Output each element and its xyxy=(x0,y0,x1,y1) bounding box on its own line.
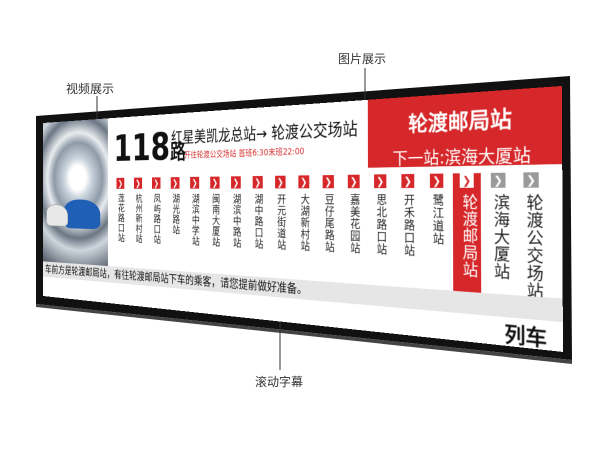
stop-arrow: ❯ xyxy=(322,175,334,189)
stop: ❯ 鹭江道站 xyxy=(423,173,450,296)
stop-name: 莲花路口站 xyxy=(116,193,125,243)
stop-name: 湖滨中路站 xyxy=(231,193,241,249)
stop-arrow: ❯ xyxy=(298,175,310,189)
stop-arrow: ❯ xyxy=(275,175,286,189)
stop: ❯ 开禾路口站 xyxy=(395,173,421,294)
stop-name: 杭州新村站 xyxy=(133,193,143,244)
stop: ❯ 轮渡邮局站 xyxy=(452,173,482,299)
stop-name: 湖滨中学站 xyxy=(190,193,200,247)
route-info: 开往轮渡公交场站 首班6:30末班22:00 xyxy=(184,146,305,161)
stop-name: 思北路口站 xyxy=(374,193,387,256)
stop: ❯ 大湖新村站 xyxy=(293,175,315,286)
stop-arrow: ❯ xyxy=(429,173,444,188)
stop-arrow: ❯ xyxy=(523,172,539,188)
car-image xyxy=(63,199,101,230)
stop-arrow: ❯ xyxy=(401,173,415,189)
stop-name: 开禾路口站 xyxy=(401,193,415,258)
annotation: 视频展示 xyxy=(66,82,115,96)
stop: ❯ 湖中路口站 xyxy=(248,175,268,283)
stop-name: 豆仔尾路站 xyxy=(322,193,335,254)
stop: ❯ 湖滨中路站 xyxy=(226,176,246,281)
stop-arrow: ❯ xyxy=(116,177,125,189)
stop: ❯ 思北路口站 xyxy=(368,174,393,292)
stop-arrow: ❯ xyxy=(252,175,263,189)
stop-name: 滨海大厦站 xyxy=(490,193,510,281)
stop: ❯ 杭州新村站 xyxy=(130,177,146,274)
stop-arrow: ❯ xyxy=(133,177,143,189)
stop-name: 鹭江道站 xyxy=(429,193,444,246)
stop: ❯ 闽南大厦站 xyxy=(206,176,225,279)
stop: ❯ 凤屿路口站 xyxy=(148,177,165,274)
route-number-text: 118 xyxy=(113,124,171,170)
stop-name: 凤屿路口站 xyxy=(152,193,161,245)
stop-name: 闽南大厦站 xyxy=(210,193,220,248)
next-stop: 下一站:滨海大厦站 xyxy=(392,144,532,169)
video-panel xyxy=(42,118,108,267)
stop-name: 轮渡邮局站 xyxy=(459,193,478,279)
stop-arrow: ❯ xyxy=(231,176,241,189)
stop: ❯ 湖滨中学站 xyxy=(186,176,204,278)
stop: ❯ 嘉美花园站 xyxy=(342,174,366,290)
car-image xyxy=(46,204,68,227)
stop: ❯ 豆仔尾路站 xyxy=(317,175,340,288)
stop: ❯ 湖光路站 xyxy=(166,177,184,276)
stop-arrow: ❯ xyxy=(210,176,220,189)
stop: ❯ 莲花路口站 xyxy=(113,177,129,272)
bezel-edge xyxy=(36,304,572,364)
stop-arrow: ❯ xyxy=(490,172,506,188)
current-stop: 轮渡邮局站 xyxy=(408,106,512,137)
stop-arrow: ❯ xyxy=(152,177,161,189)
stop-arrow: ❯ xyxy=(170,177,180,189)
annotation: 滚动字幕 xyxy=(255,375,304,389)
stop-name: 大湖新村站 xyxy=(298,193,310,252)
stop-name: 轮渡公交场站 xyxy=(523,193,544,301)
stop: ❯ 滨海大厦站 xyxy=(484,172,514,302)
stop-arrow: ❯ xyxy=(190,176,200,189)
stop-name: 开元街道站 xyxy=(275,193,286,251)
stop-arrow: ❯ xyxy=(347,174,360,189)
stop-arrow: ❯ xyxy=(374,174,387,189)
stop-arrow: ❯ xyxy=(459,173,474,188)
current-stop-box: 轮渡邮局站 下一站:滨海大厦站 xyxy=(367,85,563,169)
route-title: 红星美凯龙总站→ 轮渡公交场站 xyxy=(171,119,358,148)
stop-name: 湖中路口站 xyxy=(252,193,263,250)
annotation: 图片展示 xyxy=(338,52,387,66)
stop: ❯ 开元街道站 xyxy=(270,175,291,285)
stop: ❯ 轮渡公交场站 xyxy=(516,172,547,304)
stop-name: 嘉美花园站 xyxy=(347,193,360,255)
stop-name: 湖光路站 xyxy=(170,193,180,236)
